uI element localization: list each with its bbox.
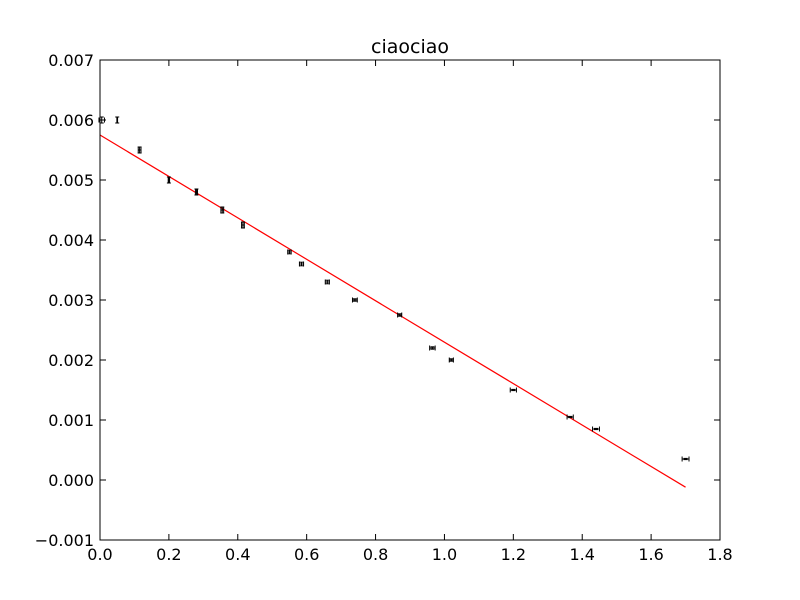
x-tick-label: 1.4 <box>569 545 594 564</box>
y-tick-label: 0.005 <box>48 171 94 190</box>
errorbar-point <box>448 357 454 363</box>
errorbar-point <box>681 456 690 462</box>
errorbar-point <box>98 116 105 124</box>
y-tick-label: 0.001 <box>48 411 94 430</box>
errorbar-point <box>137 146 142 154</box>
x-tick-label: 0.8 <box>363 545 388 564</box>
x-tick-label: 0.6 <box>294 545 319 564</box>
errorbar-point <box>592 426 600 432</box>
errorbar-point <box>298 261 305 267</box>
errorbar-point <box>566 414 574 420</box>
x-tick-label: 0.2 <box>156 545 181 564</box>
plot-frame <box>99 59 721 541</box>
y-tick-label: 0.004 <box>48 231 94 250</box>
errorbar-point <box>429 345 436 351</box>
errorbar-point <box>194 188 199 196</box>
errorbar-point <box>287 249 292 255</box>
errorbar-point <box>220 206 225 214</box>
ticks-layer: 0.0 0.2 0.4 0.6 0.8 1.0 1.2 1.4 1.6 1.8 −0.001 0.00… <box>35 51 733 564</box>
data-layer <box>98 116 690 488</box>
y-tick-label: 0.007 <box>48 51 94 70</box>
errorbar-point <box>324 279 330 285</box>
errorbar-point <box>397 312 403 318</box>
x-tick-label: 1.2 <box>501 545 526 564</box>
x-tick-label: 0.0 <box>87 545 112 564</box>
x-tick-label: 1.8 <box>707 545 732 564</box>
x-tick-label: 0.4 <box>225 545 250 564</box>
x-tick-label: 1.6 <box>638 545 663 564</box>
x-tick-label: 1.0 <box>432 545 457 564</box>
chart-title: ciaociao <box>371 36 449 58</box>
errorbar-point <box>509 387 517 393</box>
errorbar-point <box>240 221 245 229</box>
errorbar-point <box>351 297 358 303</box>
y-tick-label: −0.001 <box>35 531 94 550</box>
y-tick-label: 0.002 <box>48 351 94 370</box>
y-tick-label: 0.003 <box>48 291 94 310</box>
errorbar-point <box>115 116 120 124</box>
errorbar-point <box>166 176 171 184</box>
y-tick-label: 0.000 <box>48 471 94 490</box>
y-tick-label: 0.006 <box>48 111 94 130</box>
